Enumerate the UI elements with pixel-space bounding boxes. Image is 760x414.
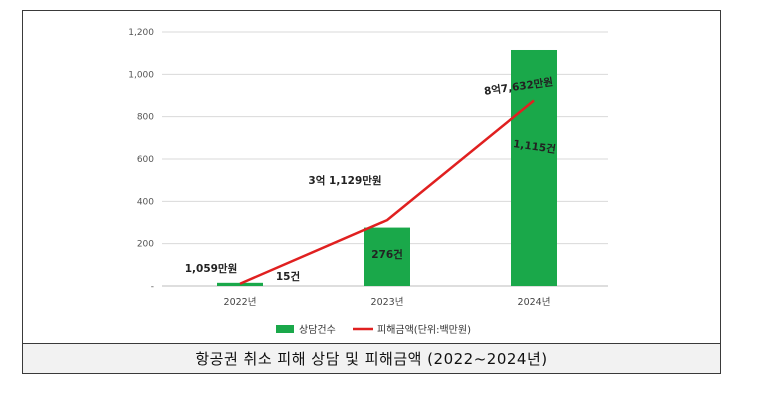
y-tick-label: 600 xyxy=(137,155,154,165)
line-data-label: 3억 1,129만원 xyxy=(308,174,381,187)
bar-data-label: 276건 xyxy=(371,248,403,261)
x-tick-label: 2024년 xyxy=(518,297,551,308)
y-tick-label: - xyxy=(151,282,154,292)
line-series xyxy=(239,99,535,285)
y-axis-ticks: - 200 400 600 800 1,000 1,200 xyxy=(128,28,154,292)
y-tick-label: 800 xyxy=(137,113,154,123)
figure-caption: 항공권 취소 피해 상담 및 피해금액 (2022~2024년) xyxy=(22,343,721,374)
y-tick-label: 200 xyxy=(137,240,154,250)
x-axis-ticks: 2022년 2023년 2024년 xyxy=(224,297,551,308)
x-tick-label: 2023년 xyxy=(371,297,404,308)
bar-data-label: 1,115건 xyxy=(512,137,556,156)
y-tick-label: 1,200 xyxy=(128,28,154,38)
bar-data-label: 15건 xyxy=(276,270,300,283)
y-tick-label: 1,000 xyxy=(128,70,154,80)
chart-frame xyxy=(22,10,721,374)
line-data-label: 1,059만원 xyxy=(185,262,238,275)
legend-swatch-bar xyxy=(276,325,294,333)
legend-label-bar: 상담건수 xyxy=(299,324,336,336)
bar-2024년 xyxy=(511,49,557,286)
legend-label-line: 피해금액(단위:백만원) xyxy=(377,323,471,336)
x-tick-label: 2022년 xyxy=(224,297,257,308)
bar-2022년 xyxy=(217,282,263,286)
legend: 상담건수 피해금액(단위:백만원) xyxy=(276,323,471,336)
y-tick-label: 400 xyxy=(137,197,154,207)
bar-2023년 xyxy=(364,227,410,286)
bars xyxy=(217,49,557,286)
damage-amount-line xyxy=(239,99,535,285)
